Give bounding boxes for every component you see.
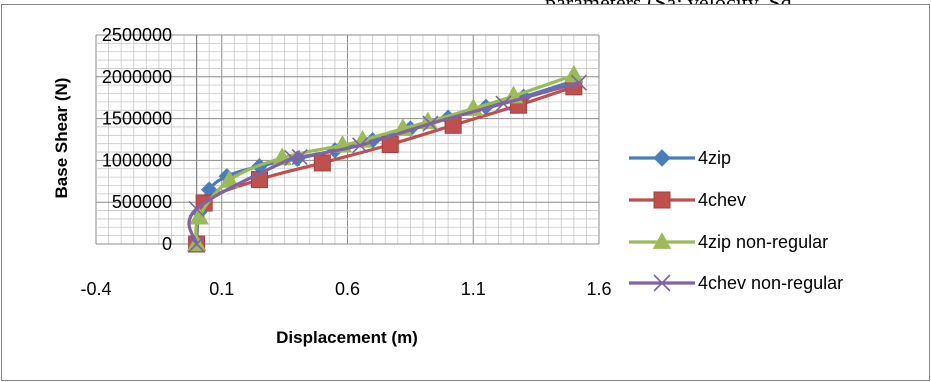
data-point-triangle xyxy=(564,64,584,83)
x-tick-label: 0.1 xyxy=(209,279,234,299)
y-tick-label: 1500000 xyxy=(102,109,172,129)
y-tick-label: 500000 xyxy=(112,192,172,212)
legend-label: 4chev non-regular xyxy=(698,273,843,293)
data-point-x xyxy=(188,235,205,253)
legend-entry: 4chev non-regular xyxy=(629,273,843,293)
legend-label: 4chev xyxy=(698,190,746,210)
series-line xyxy=(187,81,581,246)
legend-entry: 4zip non-regular xyxy=(629,232,828,252)
y-tick-label: 2500000 xyxy=(102,25,172,45)
data-point-x xyxy=(570,74,587,91)
series-4chev-non-regular xyxy=(187,74,587,253)
data-point-square xyxy=(313,154,331,172)
legend-label: 4zip non-regular xyxy=(698,232,828,252)
y-tick-label: 0 xyxy=(162,234,172,254)
y-tick-label: 1000000 xyxy=(102,150,172,170)
legend: 4zip 4chev 4zip non-regular 4chev non-regul… xyxy=(629,148,843,293)
x-tick-label: -0.4 xyxy=(80,279,111,299)
legend-entry: 4zip xyxy=(629,148,731,168)
x-tick-label: 0.6 xyxy=(335,279,360,299)
legend-label: 4zip xyxy=(698,148,731,168)
tick-labels: -0.4 0.1 0.6 1.1 1.6 0 500000 1000000 1500000 200… xyxy=(80,25,611,299)
data-point-x xyxy=(352,137,369,154)
data-point-square xyxy=(653,191,671,209)
x-tick-label: 1.6 xyxy=(586,279,611,299)
data-point-triangle xyxy=(652,232,672,249)
data-point-x xyxy=(188,200,205,217)
y-tick-label: 2000000 xyxy=(102,67,172,87)
series-layer xyxy=(186,64,587,253)
data-point-x xyxy=(653,274,671,292)
x-axis-title: Displacement (m) xyxy=(276,328,418,347)
legend-entry: 4chev xyxy=(629,190,746,210)
grid xyxy=(95,34,600,245)
x-tick-label: 1.1 xyxy=(461,279,486,299)
chart-border xyxy=(1,4,930,381)
data-point-x xyxy=(495,95,512,112)
data-point-x xyxy=(291,148,308,166)
data-point-x xyxy=(422,115,439,132)
data-point-diamond xyxy=(653,149,671,167)
y-axis-title: Base Shear (N) xyxy=(52,78,71,199)
data-point-x xyxy=(284,149,301,166)
